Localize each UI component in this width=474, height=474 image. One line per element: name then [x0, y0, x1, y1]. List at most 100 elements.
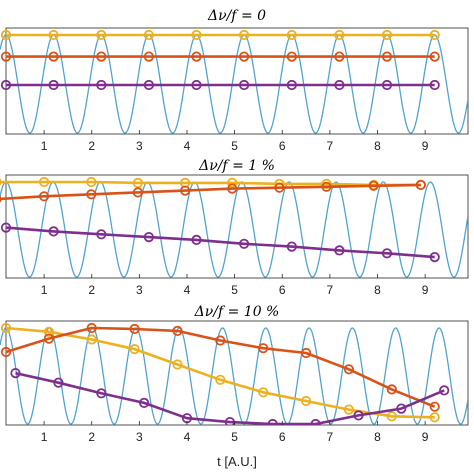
sample-marker	[0, 346, 12, 358]
sample-marker	[191, 79, 202, 91]
sample-marker	[38, 191, 50, 202]
sample-marker	[10, 367, 21, 379]
sample-marker	[143, 232, 154, 243]
sample-marker	[53, 377, 64, 388]
sample-marker	[381, 51, 393, 62]
sample-marker	[368, 180, 379, 191]
sample-marker	[86, 176, 97, 188]
sample-marker	[172, 359, 183, 370]
x-tick-label: 5	[231, 139, 238, 153]
carrier-wave	[0, 327, 468, 425]
sample-marker	[227, 183, 238, 194]
series-line	[0, 180, 421, 187]
sample-marker	[286, 29, 297, 41]
sample-marker	[132, 187, 143, 198]
sample-marker	[143, 29, 154, 41]
sample-marker	[215, 374, 226, 385]
sample-marker	[86, 189, 97, 200]
series-line	[15, 371, 445, 425]
sample-marker	[129, 323, 140, 335]
panel-top: Δν/f = 0 1 2 3 4 5 6 7 8 9	[0, 8, 469, 153]
x-tick-label: 1	[41, 283, 48, 297]
sample-marker	[224, 417, 235, 425]
panel-bottom: Δν/f = 10 % 1 2 3 4 5 6 7 8 9	[0, 304, 469, 444]
sample-marker	[48, 79, 59, 91]
sample-marker	[227, 177, 238, 188]
x-tick-label: 8	[374, 283, 381, 297]
x-tick-label: 4	[184, 139, 191, 153]
series-line	[5, 326, 436, 408]
sample-marker	[0, 29, 12, 41]
x-tick-label: 8	[374, 139, 381, 153]
sample-marker	[96, 51, 107, 62]
sample-marker	[143, 79, 154, 91]
panel-title: Δν/f = 10 %	[194, 304, 280, 320]
panel-title: Δν/f = 1 %	[198, 158, 275, 174]
panel-middle: Δν/f = 1 % 1 2 3 4 5 6 7 8 9	[0, 158, 469, 297]
sample-marker	[191, 234, 202, 245]
sample-marker	[191, 29, 202, 41]
sample-marker	[239, 79, 250, 91]
sample-marker	[215, 335, 226, 346]
sample-marker	[43, 333, 55, 344]
sample-marker	[139, 397, 150, 408]
sample-marker	[274, 182, 285, 193]
sample-marker	[334, 29, 345, 41]
sample-marker	[239, 238, 250, 249]
sample-marker	[353, 410, 364, 421]
sample-marker	[0, 51, 12, 62]
x-tick-label: 2	[88, 283, 95, 297]
x-tick-label: 9	[422, 139, 429, 153]
sample-marker	[429, 412, 440, 423]
x-tick-label: 4	[184, 430, 191, 444]
x-tick-label: 7	[327, 283, 334, 297]
x-tick-label: 6	[279, 283, 286, 297]
sample-marker	[0, 222, 12, 233]
sample-marker	[239, 29, 250, 41]
x-tick-label: 5	[231, 283, 238, 297]
sample-marker	[258, 387, 269, 398]
sample-marker	[0, 79, 12, 91]
series-line	[5, 326, 435, 419]
sample-marker	[96, 29, 107, 41]
sample-marker	[96, 229, 107, 240]
sample-marker	[439, 385, 450, 396]
axes-box	[5, 320, 469, 426]
series-line	[5, 226, 435, 259]
sample-marker	[172, 325, 183, 336]
sample-marker	[43, 326, 55, 337]
sample-marker	[129, 343, 140, 355]
x-tick-label: 7	[327, 430, 334, 444]
x-tick-label: 6	[279, 430, 286, 444]
sample-marker	[429, 252, 440, 263]
sample-marker	[300, 347, 312, 359]
sample-marker	[38, 176, 50, 188]
sample-marker	[239, 51, 250, 62]
sample-marker	[310, 418, 321, 425]
sample-marker	[321, 181, 332, 192]
sample-marker	[96, 388, 107, 399]
series-line	[0, 183, 421, 201]
sample-marker	[0, 322, 12, 334]
x-tick-label: 1	[41, 430, 48, 444]
x-axis-label: t [A.U.]	[217, 454, 257, 469]
x-tick-label: 3	[136, 430, 143, 444]
sample-marker	[381, 29, 393, 41]
sample-marker	[429, 79, 440, 91]
sample-marker	[429, 29, 440, 41]
sample-marker	[267, 418, 278, 425]
x-tick-label: 8	[374, 430, 381, 444]
panel-title: Δν/f = 0	[207, 8, 266, 24]
sample-marker	[386, 384, 397, 395]
sample-marker	[381, 248, 393, 259]
sample-marker	[286, 241, 297, 252]
carrier-wave	[0, 181, 468, 278]
x-tick-label: 2	[88, 139, 95, 153]
sample-marker	[286, 51, 297, 62]
sample-marker	[132, 177, 143, 188]
sample-marker	[381, 79, 393, 91]
sample-marker	[48, 226, 59, 237]
sample-marker	[258, 343, 269, 354]
x-tick-label: 7	[327, 139, 334, 153]
